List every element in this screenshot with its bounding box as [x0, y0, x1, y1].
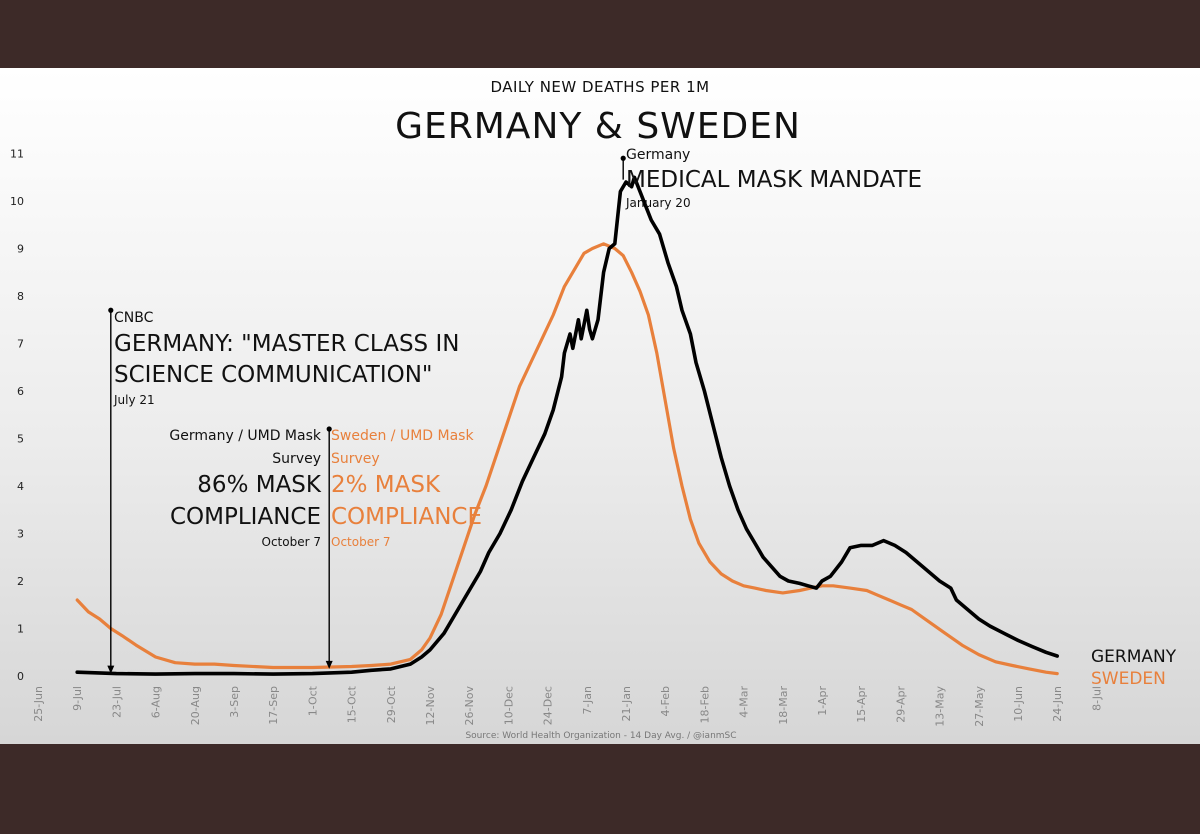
y-tick-label: 4	[17, 480, 24, 493]
x-tick-label: 13-May	[934, 686, 947, 727]
germany-survey-stat-2: COMPLIANCE	[170, 504, 321, 530]
x-tick-label: 10-Dec	[502, 686, 515, 725]
cnbc-headline-1: GERMANY: "MASTER CLASS IN	[114, 331, 459, 357]
y-tick-label: 8	[17, 290, 24, 303]
x-tick-label: 4-Feb	[659, 686, 672, 716]
germany-survey-label-1: Germany / UMD Mask	[169, 428, 321, 444]
cnbc-date: July 21	[113, 393, 155, 407]
x-tick-label: 29-Apr	[894, 686, 907, 723]
x-tick-label: 10-Jun	[1012, 686, 1025, 722]
germany-survey-label-2: Survey	[272, 451, 321, 467]
chart-title: GERMANY & SWEDEN	[395, 106, 801, 147]
sweden-survey-stat-1: 2% MASK	[331, 472, 441, 498]
x-tick-label: 12-Nov	[424, 686, 437, 726]
sweden-survey-label-1: Sweden / UMD Mask	[331, 428, 474, 444]
sweden-survey-annotation: Sweden / UMD Mask Survey 2% MASK COMPLIA…	[331, 428, 482, 549]
x-tick-label: 29-Oct	[385, 685, 398, 723]
x-tick-label: 1-Apr	[816, 686, 829, 716]
germany-survey-annotation: Germany / UMD Mask Survey 86% MASK COMPL…	[169, 428, 322, 549]
series-line-germany	[75, 175, 1059, 676]
x-tick-label: 15-Oct	[346, 685, 359, 723]
x-tick-label: 9-Jul	[71, 686, 84, 711]
x-tick-label: 1-Oct	[306, 685, 319, 716]
x-tick-label: 4-Mar	[738, 686, 751, 718]
germany-series-label: GERMANY	[1091, 647, 1177, 667]
survey-marker-arrowhead	[325, 660, 333, 669]
y-tick-label: 6	[17, 385, 24, 398]
series-line-sweden	[75, 242, 1059, 676]
x-tick-label: 20-Aug	[189, 686, 202, 725]
mandate-source: Germany	[626, 147, 690, 163]
mandate-annotation: Germany MEDICAL MASK MANDATE January 20	[625, 147, 922, 210]
cnbc-marker-arrowhead	[107, 665, 115, 674]
germany-survey-date: October 7	[262, 535, 321, 549]
x-tick-label: 17-Sep	[267, 686, 280, 725]
x-tick-label: 24-Dec	[542, 686, 555, 725]
x-tick-label: 21-Jan	[620, 686, 633, 722]
y-tick-label: 0	[17, 670, 24, 683]
sweden-survey-label-2: Survey	[331, 451, 380, 467]
chart-supertitle: DAILY NEW DEATHS PER 1M	[490, 78, 709, 96]
x-axis: 25-Jun 9-Jul 23-Jul 6-Aug 20-Aug 3-Sep 17-Sep 1…	[32, 685, 1103, 726]
cnbc-source: CNBC	[114, 310, 154, 326]
y-tick-label: 9	[17, 243, 24, 256]
x-tick-label: 18-Feb	[698, 686, 711, 723]
y-tick-label: 3	[17, 528, 24, 541]
y-tick-label: 1	[17, 623, 24, 636]
x-tick-label: 6-Aug	[150, 686, 163, 718]
mandate-date: January 20	[625, 196, 691, 210]
x-tick-label: 24-Jun	[1051, 686, 1064, 722]
x-tick-label: 27-May	[973, 686, 986, 727]
chart-source: Source: World Health Organization - 14 D…	[465, 731, 736, 741]
sweden-survey-stat-2: COMPLIANCE	[331, 504, 482, 530]
sweden-survey-date: October 7	[331, 535, 390, 549]
x-tick-label: 18-Mar	[777, 686, 790, 725]
germany-survey-stat-1: 86% MASK	[197, 472, 322, 498]
cnbc-headline-2: SCIENCE COMMUNICATION"	[114, 362, 433, 388]
x-tick-label: 25-Jun	[32, 686, 45, 722]
x-tick-label: 15-Apr	[855, 686, 868, 723]
y-tick-label: 5	[17, 433, 24, 446]
y-tick-label: 11	[10, 148, 24, 161]
annotation-markers	[107, 155, 626, 674]
cnbc-annotation: CNBC GERMANY: "MASTER CLASS IN SCIENCE C…	[113, 310, 459, 407]
series-lines	[75, 175, 1059, 676]
chart: DAILY NEW DEATHS PER 1M GERMANY & SWEDEN…	[10, 78, 1177, 741]
cnbc-marker-dot	[108, 307, 114, 313]
y-tick-label: 10	[10, 195, 24, 208]
mandate-headline: MEDICAL MASK MANDATE	[626, 167, 922, 193]
y-tick-label: 7	[17, 338, 24, 351]
x-tick-label: 3-Sep	[228, 686, 241, 718]
y-axis: 0 1 2 3 4 5 6 7 8 9 10 11	[10, 148, 24, 684]
x-tick-label: 8-Jul	[1090, 686, 1103, 711]
x-tick-label: 26-Nov	[463, 686, 476, 726]
y-tick-label: 2	[17, 575, 24, 588]
sweden-series-label: SWEDEN	[1091, 669, 1166, 689]
x-tick-label: 23-Jul	[110, 686, 123, 718]
x-tick-label: 7-Jan	[581, 686, 594, 715]
